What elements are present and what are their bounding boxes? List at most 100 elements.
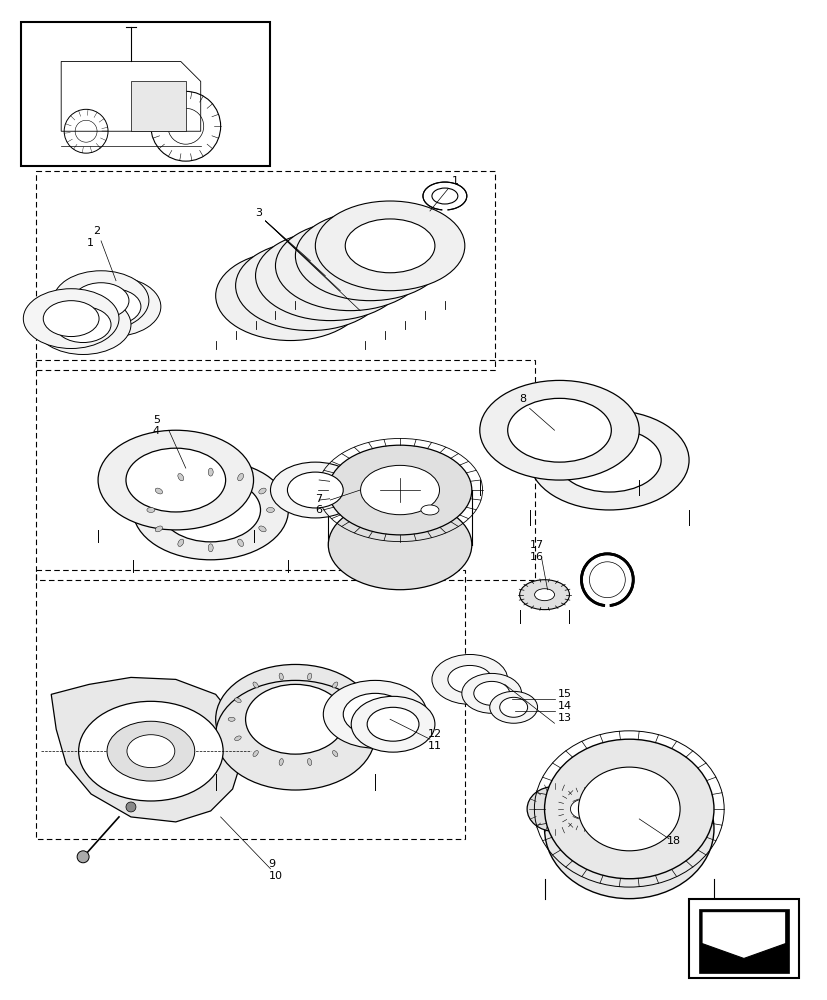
Ellipse shape bbox=[178, 473, 184, 481]
Ellipse shape bbox=[215, 664, 375, 774]
Ellipse shape bbox=[279, 673, 283, 680]
Ellipse shape bbox=[127, 735, 174, 768]
Ellipse shape bbox=[500, 697, 527, 717]
Ellipse shape bbox=[315, 201, 464, 291]
Ellipse shape bbox=[237, 539, 243, 546]
Ellipse shape bbox=[259, 526, 265, 532]
Ellipse shape bbox=[360, 465, 439, 515]
Ellipse shape bbox=[432, 188, 457, 204]
Text: 1: 1 bbox=[452, 176, 458, 186]
Ellipse shape bbox=[236, 241, 385, 331]
Ellipse shape bbox=[356, 717, 362, 721]
Text: 2: 2 bbox=[93, 226, 100, 236]
Ellipse shape bbox=[36, 295, 131, 354]
Text: 13: 13 bbox=[557, 713, 571, 723]
Ellipse shape bbox=[256, 231, 404, 321]
Ellipse shape bbox=[253, 682, 258, 688]
Polygon shape bbox=[701, 912, 785, 958]
Ellipse shape bbox=[23, 289, 119, 349]
Ellipse shape bbox=[253, 751, 258, 757]
Ellipse shape bbox=[557, 790, 611, 828]
Ellipse shape bbox=[160, 478, 261, 542]
Text: 12: 12 bbox=[428, 729, 442, 739]
Text: 10: 10 bbox=[268, 871, 282, 881]
Ellipse shape bbox=[133, 460, 288, 560]
Polygon shape bbox=[51, 677, 242, 822]
FancyBboxPatch shape bbox=[688, 899, 798, 978]
Ellipse shape bbox=[534, 589, 554, 601]
Ellipse shape bbox=[295, 211, 444, 301]
Ellipse shape bbox=[345, 219, 434, 273]
Ellipse shape bbox=[53, 271, 149, 331]
Ellipse shape bbox=[307, 673, 311, 680]
Ellipse shape bbox=[85, 289, 141, 325]
Ellipse shape bbox=[285, 249, 375, 303]
Ellipse shape bbox=[325, 229, 414, 283]
Ellipse shape bbox=[544, 759, 713, 899]
Ellipse shape bbox=[519, 580, 569, 610]
Text: 11: 11 bbox=[428, 741, 442, 751]
Ellipse shape bbox=[146, 507, 155, 512]
Ellipse shape bbox=[266, 507, 274, 512]
Ellipse shape bbox=[234, 698, 241, 703]
Ellipse shape bbox=[275, 221, 424, 311]
Text: 4: 4 bbox=[153, 426, 160, 436]
Ellipse shape bbox=[155, 526, 162, 532]
Ellipse shape bbox=[155, 488, 162, 494]
Ellipse shape bbox=[351, 696, 434, 752]
Ellipse shape bbox=[279, 759, 283, 765]
Text: 6: 6 bbox=[315, 505, 322, 515]
Ellipse shape bbox=[507, 398, 610, 462]
Text: 5: 5 bbox=[153, 415, 160, 425]
Ellipse shape bbox=[98, 430, 253, 530]
Ellipse shape bbox=[557, 428, 661, 492]
Ellipse shape bbox=[332, 682, 337, 688]
Ellipse shape bbox=[208, 544, 213, 552]
Ellipse shape bbox=[349, 698, 356, 703]
Ellipse shape bbox=[473, 681, 509, 705]
Ellipse shape bbox=[215, 680, 375, 790]
Ellipse shape bbox=[43, 301, 99, 337]
Ellipse shape bbox=[479, 380, 638, 480]
Text: 8: 8 bbox=[519, 394, 526, 404]
Ellipse shape bbox=[107, 721, 194, 781]
Ellipse shape bbox=[447, 665, 491, 693]
Polygon shape bbox=[698, 909, 788, 973]
Text: 15: 15 bbox=[557, 689, 571, 699]
Ellipse shape bbox=[246, 684, 345, 754]
Ellipse shape bbox=[529, 410, 688, 510]
Text: 1: 1 bbox=[87, 238, 94, 248]
Ellipse shape bbox=[349, 736, 356, 741]
Ellipse shape bbox=[423, 182, 466, 210]
Ellipse shape bbox=[79, 701, 222, 801]
Ellipse shape bbox=[420, 505, 438, 515]
Ellipse shape bbox=[327, 500, 471, 590]
Text: 9: 9 bbox=[268, 859, 275, 869]
Ellipse shape bbox=[208, 468, 213, 476]
Ellipse shape bbox=[489, 691, 537, 723]
Ellipse shape bbox=[527, 787, 581, 831]
Ellipse shape bbox=[432, 654, 507, 704]
Ellipse shape bbox=[215, 251, 365, 341]
Ellipse shape bbox=[178, 539, 184, 546]
Ellipse shape bbox=[327, 445, 471, 535]
Ellipse shape bbox=[55, 307, 111, 343]
Circle shape bbox=[126, 802, 136, 812]
Ellipse shape bbox=[126, 448, 226, 512]
Text: 16: 16 bbox=[529, 552, 543, 562]
Text: 17: 17 bbox=[529, 540, 543, 550]
FancyBboxPatch shape bbox=[131, 81, 185, 131]
Ellipse shape bbox=[259, 488, 265, 494]
Ellipse shape bbox=[237, 473, 243, 481]
Text: 14: 14 bbox=[557, 701, 571, 711]
Ellipse shape bbox=[305, 239, 394, 293]
Ellipse shape bbox=[307, 759, 311, 765]
Ellipse shape bbox=[234, 736, 241, 741]
Ellipse shape bbox=[73, 283, 129, 319]
Ellipse shape bbox=[570, 799, 598, 819]
Text: 7: 7 bbox=[315, 494, 322, 504]
Circle shape bbox=[77, 851, 89, 863]
Ellipse shape bbox=[287, 472, 343, 508]
Text: 3: 3 bbox=[256, 208, 262, 218]
Ellipse shape bbox=[265, 259, 355, 313]
